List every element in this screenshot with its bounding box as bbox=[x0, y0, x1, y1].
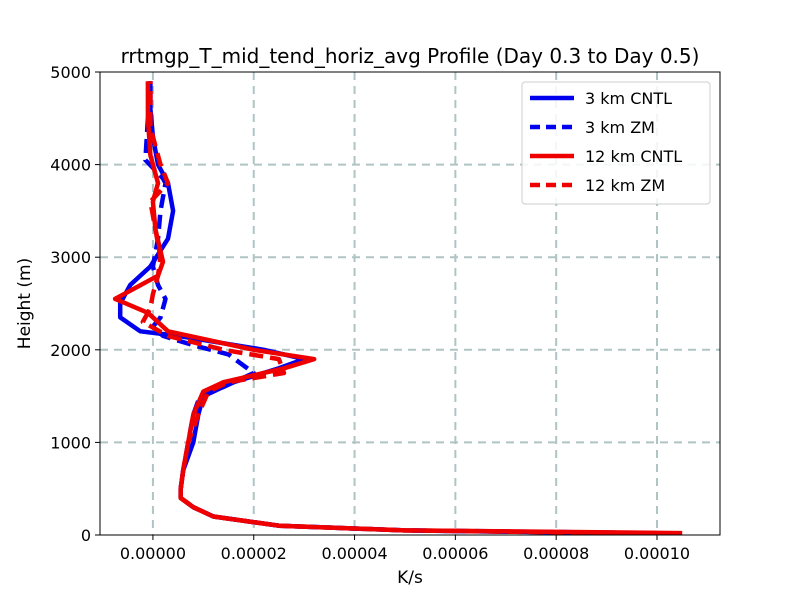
y-tick-label: 1000 bbox=[50, 433, 91, 452]
x-tick-label: 0.00006 bbox=[422, 544, 488, 563]
chart-title: rrtmgp_T_mid_tend_horiz_avg Profile (Day… bbox=[121, 44, 700, 68]
x-tick-label: 0.00010 bbox=[624, 544, 690, 563]
x-tick-label: 0.00002 bbox=[221, 544, 287, 563]
plot-frame bbox=[99, 71, 721, 536]
y-tick-label: 0 bbox=[81, 526, 91, 545]
y-tick-label: 2000 bbox=[50, 341, 91, 360]
y-tick-label: 5000 bbox=[50, 63, 91, 82]
x-tick-label: 0.00008 bbox=[523, 544, 589, 563]
legend-label: 12 km ZM bbox=[585, 176, 665, 195]
y-tick-label: 3000 bbox=[50, 248, 91, 267]
x-tick-label: 0.00000 bbox=[120, 544, 186, 563]
legend-label: 3 km ZM bbox=[585, 118, 655, 137]
series-layer bbox=[112, 81, 683, 536]
y-axis-label: Height (m) bbox=[15, 258, 35, 349]
tick-layer: 0.00000 0.00002 0.00004 0.00006 0.00008 0.000… bbox=[50, 63, 690, 563]
x-tick-label: 0.00004 bbox=[321, 544, 387, 563]
x-axis-label: K/s bbox=[397, 568, 423, 588]
legend-box bbox=[521, 81, 711, 205]
series-line-12-km-cntl bbox=[112, 81, 683, 536]
series-line-3-km-zm bbox=[143, 81, 658, 536]
y-tick-label: 4000 bbox=[50, 156, 91, 175]
series-line-12-km-zm bbox=[140, 81, 627, 536]
legend-label: 3 km CNTL bbox=[585, 89, 672, 108]
legend-label: 12 km CNTL bbox=[585, 147, 682, 166]
legend: 3 km CNTL 3 km ZM 12 km CNTL 12 km ZM bbox=[521, 81, 711, 205]
